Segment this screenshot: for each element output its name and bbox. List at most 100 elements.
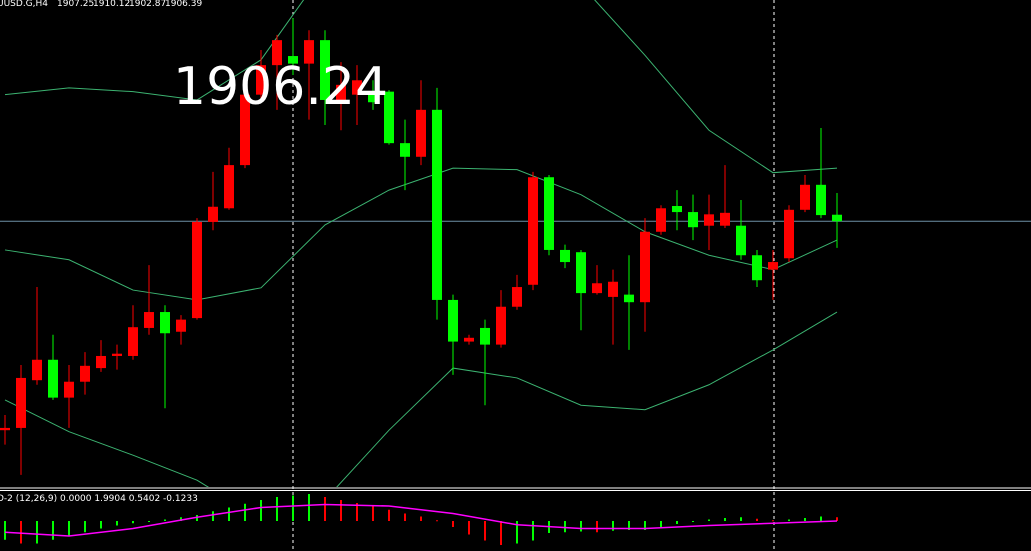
macd-bar: [356, 503, 358, 521]
candle-body: [320, 40, 330, 100]
macd-bar: [468, 521, 470, 535]
candle-body: [400, 143, 410, 157]
macd-bar: [4, 521, 6, 540]
candle-body: [592, 283, 602, 294]
candle-body: [384, 91, 394, 144]
candle-body: [64, 381, 74, 398]
candle-body: [272, 40, 282, 66]
price-label: 1906.24: [173, 57, 388, 117]
macd-bar: [756, 518, 758, 521]
macd-bar: [260, 500, 262, 521]
macd-bar: [148, 521, 150, 522]
candle-body: [256, 65, 266, 95]
candle-body: [496, 306, 506, 345]
macd-bar: [308, 494, 310, 521]
candle-body: [144, 312, 154, 328]
candle-body: [80, 365, 90, 382]
candle-body: [240, 94, 250, 166]
candle-body: [816, 184, 826, 216]
macd-bar: [836, 517, 838, 521]
macd-bar: [132, 521, 134, 524]
labels: UUSD.G,H4 1907.25 1910.12 1902.87 1906.3…: [0, 0, 388, 504]
candle-body: [336, 84, 346, 100]
high-value: 1910.12: [93, 0, 130, 9]
macd-bar: [68, 521, 70, 536]
candle-body: [224, 165, 234, 209]
macd-bar: [804, 518, 806, 521]
candle-body: [48, 359, 58, 398]
bollinger-middle: [4, 167, 838, 301]
macd-bar: [516, 521, 518, 544]
candle-body: [352, 80, 362, 95]
macd-bar: [388, 509, 390, 521]
macd-bar: [788, 519, 790, 521]
low-value: 1902.87: [129, 0, 166, 9]
candle-body: [560, 249, 570, 263]
close-value: 1906.39: [165, 0, 202, 9]
macd-bar: [436, 520, 438, 522]
candle-body: [432, 109, 442, 300]
candle-body: [528, 177, 538, 285]
macd-bar: [340, 500, 342, 521]
candle-body: [448, 299, 458, 342]
macd-bar: [500, 521, 502, 545]
candle-body: [176, 319, 186, 332]
main-panel: [0, 0, 1031, 487]
macd-bar: [324, 497, 326, 521]
bollinger-lower: [4, 311, 838, 487]
candle-body: [128, 327, 138, 356]
candle-body: [736, 225, 746, 256]
macd-bar: [420, 516, 422, 521]
macd-bar: [724, 518, 726, 521]
macd-bar: [820, 516, 822, 521]
candle-body: [304, 40, 314, 64]
macd-panel: [4, 494, 838, 545]
candle-body: [576, 252, 586, 294]
bollinger-upper: [4, 0, 838, 174]
macd-bar: [52, 521, 54, 540]
macd-bar: [596, 521, 598, 533]
candle-body: [112, 353, 122, 356]
candle-body: [608, 281, 618, 297]
macd-label: D-2 (12,26,9) 0.0000 1.9904 0.5402 -0.12…: [0, 494, 198, 504]
macd-bar: [292, 495, 294, 521]
candle-body: [752, 255, 762, 281]
macd-bar: [116, 521, 118, 526]
candle-body: [480, 327, 490, 345]
candle-body: [688, 212, 698, 228]
candle-body: [720, 212, 730, 226]
macd-bar: [180, 517, 182, 521]
candle-body: [544, 177, 554, 250]
macd-bar: [20, 521, 22, 544]
macd-bar: [564, 521, 566, 533]
macd-bar: [228, 507, 230, 521]
candle-body: [768, 262, 778, 270]
macd-bar: [708, 519, 710, 521]
candle-body: [464, 337, 474, 342]
candle-body: [160, 312, 170, 334]
candle-body: [784, 209, 794, 259]
candle-body: [16, 377, 26, 428]
macd-bar: [660, 521, 662, 527]
macd-bar: [740, 517, 742, 521]
macd-signal: [4, 503, 838, 537]
candle-body: [640, 231, 650, 303]
macd-bar: [532, 521, 534, 541]
macd-bar: [452, 521, 454, 527]
macd-bar: [580, 521, 582, 532]
macd-bar: [244, 503, 246, 521]
candle-body: [832, 214, 842, 222]
candle-body: [96, 355, 106, 369]
macd-bar: [84, 521, 86, 533]
candle-body: [800, 184, 810, 210]
macd-bar: [484, 521, 486, 541]
macd-bar: [372, 506, 374, 521]
candle-body: [32, 359, 42, 381]
macd-bar: [404, 513, 406, 521]
candle-body: [208, 206, 218, 222]
symbol: UUSD.G,H4: [0, 0, 48, 9]
candle-body: [672, 206, 682, 213]
